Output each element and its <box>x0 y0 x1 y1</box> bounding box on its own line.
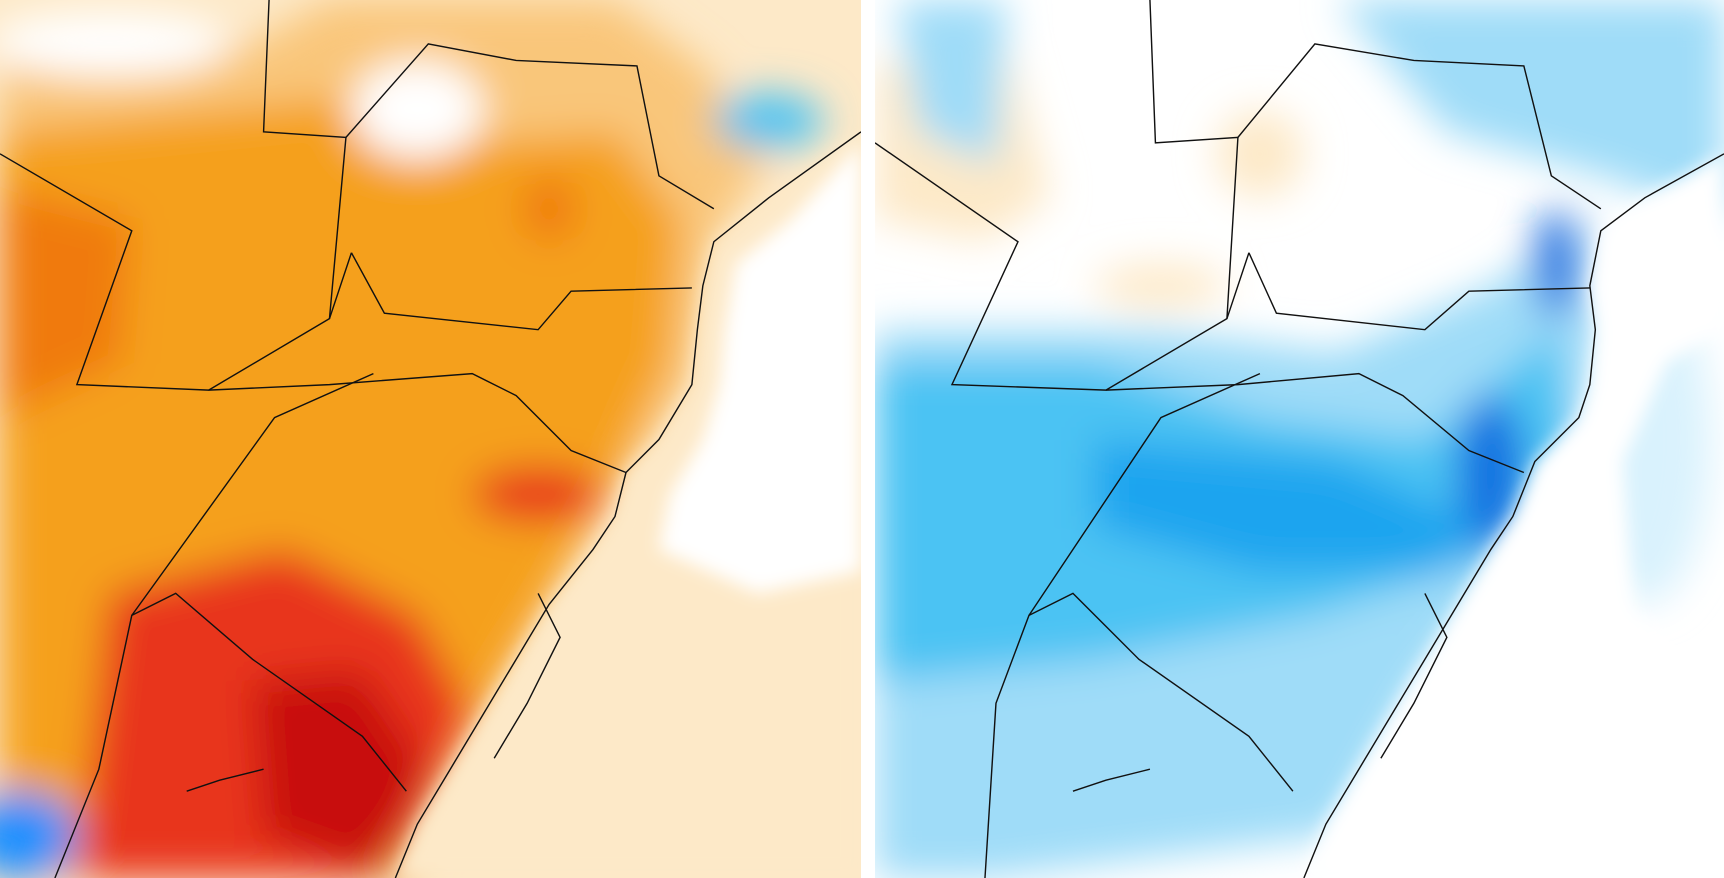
left-anomaly-field <box>0 0 824 878</box>
state-border <box>208 372 627 474</box>
left-borders <box>0 0 861 878</box>
coastline <box>394 131 861 878</box>
coastline <box>1303 153 1724 878</box>
lagoon <box>493 593 561 759</box>
right-ocean-neutral <box>1303 153 1724 878</box>
right-anomaly-field <box>875 0 1724 878</box>
state-border <box>1237 43 1602 210</box>
left-map-canvas <box>0 0 861 878</box>
state-border <box>54 592 407 878</box>
state-border <box>984 592 1294 878</box>
lagoon <box>1072 768 1151 792</box>
state-border <box>0 153 353 391</box>
right-anomaly-map <box>875 0 1724 878</box>
left-anomaly-map <box>0 0 861 878</box>
state-border <box>1105 372 1525 474</box>
lagoon <box>1380 593 1448 759</box>
state-border <box>1149 0 1239 319</box>
state-border <box>350 252 692 331</box>
state-border <box>345 43 715 210</box>
state-border <box>131 372 374 616</box>
state-border <box>262 0 347 319</box>
state-border <box>875 142 1250 391</box>
right-borders <box>875 0 1724 878</box>
right-map-canvas <box>875 0 1724 878</box>
left-ocean-neutral <box>658 142 861 594</box>
state-border <box>1028 372 1261 616</box>
lagoon <box>186 768 264 792</box>
state-border <box>1248 252 1590 331</box>
